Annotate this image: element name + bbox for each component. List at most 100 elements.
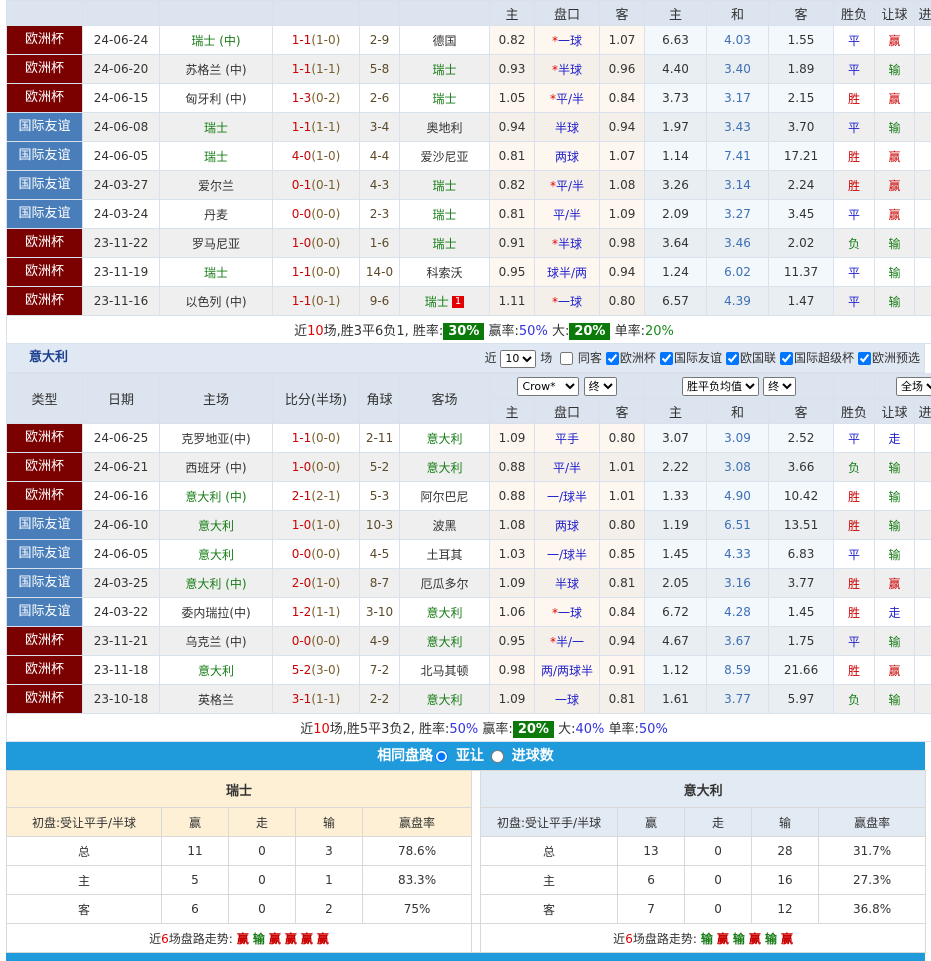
- score-cell[interactable]: 2-0(1-0): [273, 569, 360, 598]
- same-odds-radio-0[interactable]: [435, 750, 448, 763]
- handicap-result-cell: 输: [875, 258, 915, 287]
- match-type-cell: 欧洲杯: [7, 424, 83, 453]
- away-team: 北马其顿: [400, 656, 490, 685]
- score-cell[interactable]: 3-1(1-1): [273, 685, 360, 714]
- odds-home: 1.06: [490, 598, 535, 627]
- match-type-cell: 国际友谊: [7, 171, 83, 200]
- left-draw-header: 走: [229, 808, 296, 837]
- score-cell[interactable]: 1-1(1-0): [273, 26, 360, 55]
- goals-result-cell: 小: [915, 258, 931, 287]
- league-checkbox-4[interactable]: [858, 352, 871, 365]
- r-win-1: 6: [618, 866, 685, 895]
- odds-away: 0.91: [600, 656, 645, 685]
- matches-label: 场: [540, 351, 552, 365]
- stage2-select[interactable]: 终初: [763, 377, 796, 396]
- league-checkbox-2[interactable]: [726, 352, 739, 365]
- trend-item-2: 输: [733, 932, 745, 946]
- summary-matches: 10: [307, 324, 324, 339]
- away-team: 瑞士: [400, 229, 490, 258]
- result-cell: 胜: [834, 142, 875, 171]
- same-odds-radio-1[interactable]: [491, 750, 504, 763]
- score-cell[interactable]: 0-0(0-0): [273, 200, 360, 229]
- handicap-cell: 两/两球半: [535, 656, 600, 685]
- score-cell[interactable]: 1-0(0-0): [273, 229, 360, 258]
- handicap-result-cell: 输: [875, 287, 915, 316]
- league-checkbox-3[interactable]: [780, 352, 793, 365]
- away-team: 意大利: [400, 598, 490, 627]
- league-tag: 欧洲杯: [7, 84, 82, 112]
- score-cell[interactable]: 0-0(0-0): [273, 627, 360, 656]
- result-cell: 平: [834, 424, 875, 453]
- goals-result-cell: 小: [915, 113, 931, 142]
- league-tag: 欧洲杯: [7, 453, 82, 481]
- score-cell[interactable]: 1-1(0-1): [273, 287, 360, 316]
- score-cell[interactable]: 5-2(3-0): [273, 656, 360, 685]
- score-cell[interactable]: 1-3(0-2): [273, 84, 360, 113]
- score-cell[interactable]: 0-0(0-0): [273, 540, 360, 569]
- odds-type-select[interactable]: 胜平负均值Bet365: [682, 377, 759, 396]
- same-away-checkbox[interactable]: [560, 352, 573, 365]
- score-cell[interactable]: 1-1(1-1): [273, 55, 360, 84]
- away-team: 德国: [400, 26, 490, 55]
- home-team: 丹麦: [160, 200, 273, 229]
- odds-away: 1.08: [600, 171, 645, 200]
- corner-cell: 8-7: [360, 569, 400, 598]
- score-cell[interactable]: 1-0(1-0): [273, 511, 360, 540]
- score-cell[interactable]: 1-1(0-0): [273, 424, 360, 453]
- swiss-summary-row: 近10场,胜3平6负1, 胜率:30% 赢率:50% 大:20% 单率:20%: [7, 316, 931, 344]
- away-team: 奥地利: [400, 113, 490, 142]
- match-type-cell: 国际友谊: [7, 142, 83, 171]
- col-home: 主场: [160, 374, 273, 424]
- match-count-select[interactable]: 6102030: [500, 350, 536, 368]
- stage1-select[interactable]: 终初: [584, 377, 617, 396]
- match-type-cell: 国际友谊: [7, 569, 83, 598]
- league-checkbox-label-0: 欧洲杯: [620, 351, 656, 365]
- league-tag: 国际友谊: [7, 113, 82, 141]
- odds-lose: 13.51: [769, 511, 834, 540]
- odds-win: 1.61: [645, 685, 707, 714]
- col-corner-blank: [360, 1, 400, 26]
- score-cell[interactable]: 1-2(1-1): [273, 598, 360, 627]
- field-select[interactable]: 全场主场客场: [896, 377, 931, 396]
- col-away-blank: [400, 1, 490, 26]
- score-cell[interactable]: 4-0(1-0): [273, 142, 360, 171]
- score-cell[interactable]: 2-1(2-1): [273, 482, 360, 511]
- league-checkbox-0[interactable]: [606, 352, 619, 365]
- right-team-title: 意大利: [481, 771, 926, 808]
- result-cell: 负: [834, 453, 875, 482]
- score-cell[interactable]: 1-1(1-1): [273, 113, 360, 142]
- goals-result-cell: 小: [915, 627, 931, 656]
- score-cell[interactable]: 0-1(0-1): [273, 171, 360, 200]
- match-type-cell: 欧洲杯: [7, 453, 83, 482]
- score-cell[interactable]: 1-0(0-0): [273, 453, 360, 482]
- company-select[interactable]: Crow*MacauBet365: [517, 377, 579, 396]
- trend-item-1: 输: [253, 932, 265, 946]
- left-win-header: 赢: [162, 808, 229, 837]
- score-cell[interactable]: 1-1(0-0): [273, 258, 360, 287]
- i-summary-big-label: 大:: [558, 722, 575, 737]
- league-checkbox-1[interactable]: [660, 352, 673, 365]
- match-type-cell: 欧洲杯: [7, 55, 83, 84]
- home-team: 西班牙 (中): [160, 453, 273, 482]
- goals-result-cell: 大: [915, 656, 931, 685]
